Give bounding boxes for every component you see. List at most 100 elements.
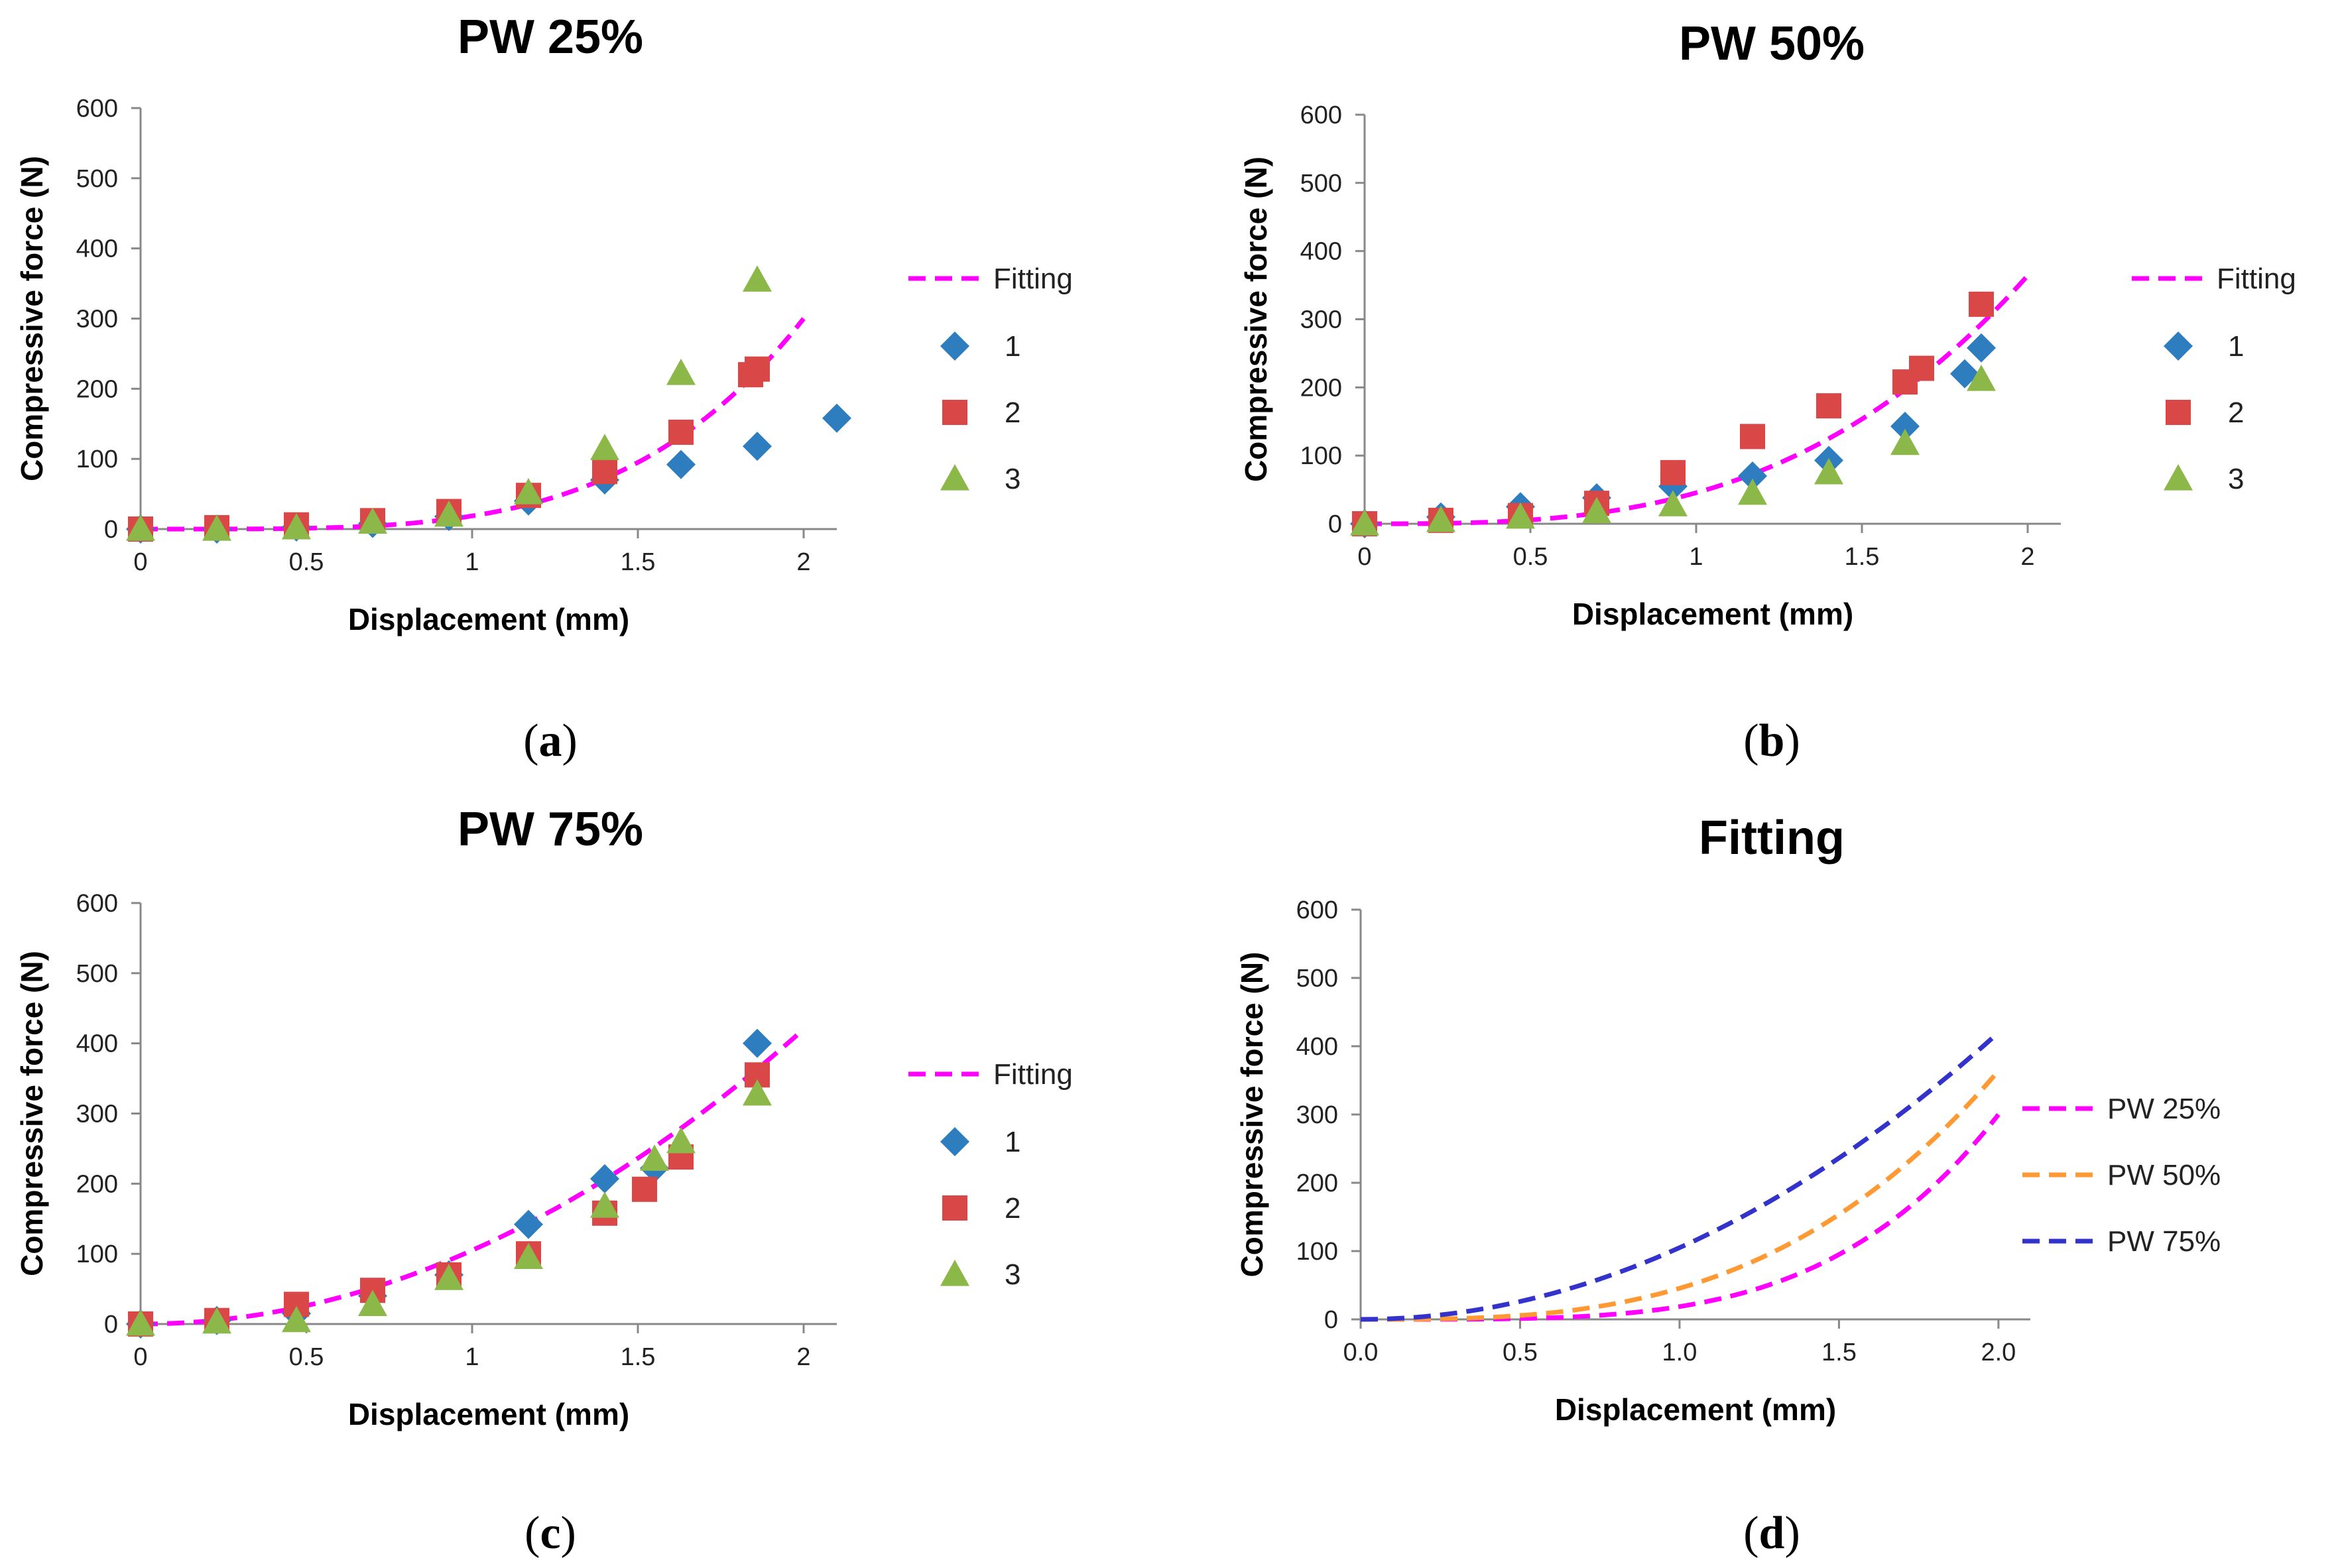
y-tick-label: 500 — [76, 960, 118, 988]
legend-series-1-label: 1 — [1005, 1126, 1020, 1158]
legend-series-1-marker — [2164, 332, 2193, 361]
series-1-point — [1738, 461, 1767, 491]
x-tick-label: 0 — [1357, 543, 1371, 571]
y-tick-label: 400 — [1296, 1033, 1338, 1061]
series-2-point — [632, 1176, 657, 1202]
y-axis-label: Compressive force (N) — [1239, 156, 1273, 482]
series-3-point — [1738, 478, 1767, 505]
series-2-point — [1909, 355, 1934, 381]
series-3-point — [282, 1305, 311, 1333]
series-3-point — [666, 1126, 696, 1154]
series-1-point — [1890, 411, 1920, 441]
legend-series-2-marker — [2166, 400, 2191, 425]
y-axis-label: Compressive force (N) — [15, 951, 49, 1276]
x-tick-label: 1.5 — [621, 548, 656, 576]
x-axis-label: Displacement (mm) — [348, 1397, 629, 1431]
series-3-point — [1350, 509, 1379, 536]
x-tick-label: 1.5 — [621, 1343, 656, 1371]
y-tick-label: 0 — [1324, 1306, 1338, 1334]
legend-series-3-label: 3 — [1005, 463, 1020, 495]
series-3-point — [1967, 364, 1996, 391]
panel-caption: (b) — [1743, 715, 1800, 766]
series-3-point — [202, 1307, 231, 1334]
y-tick-label: 0 — [104, 516, 118, 544]
series-3-point — [282, 513, 311, 540]
legend-series-2-label: 2 — [2228, 396, 2244, 429]
fitting-curve — [1365, 274, 2030, 526]
series-3-point — [1890, 428, 1920, 455]
series-1-point — [1950, 359, 1979, 389]
x-tick-label: 2 — [2020, 543, 2034, 571]
panel-caption-letter: b — [1759, 715, 1785, 766]
legend-series-3-marker — [940, 464, 969, 491]
series-1-point — [1967, 333, 1996, 363]
panel-caption: (c) — [524, 1508, 576, 1559]
panel-b-pw50: PW 50% 0 100 200 300 400 500 600 0 0.5 1 1.5 2 Displa… — [1239, 17, 2296, 766]
series-3-point — [434, 500, 463, 527]
x-tick-label: 2 — [796, 548, 810, 576]
y-tick-label: 300 — [76, 306, 118, 333]
panel-caption: (a) — [523, 715, 578, 766]
panel-c-pw75: PW 75% 0 100 200 300 400 500 600 0 0.5 1 1.5 2 Displa… — [15, 803, 1073, 1559]
x-tick-label: 0.5 — [1513, 543, 1548, 571]
legend-series-3-marker — [2164, 464, 2193, 491]
y-tick-label: 300 — [1300, 306, 1342, 334]
y-tick-label: 0 — [104, 1311, 118, 1339]
panel-caption-letter: d — [1759, 1508, 1785, 1559]
x-tick-label: 0.0 — [1343, 1339, 1379, 1366]
series-3-point — [126, 514, 155, 541]
series-3-point — [358, 1290, 387, 1316]
x-tick-label: 0.5 — [1503, 1339, 1538, 1366]
panel-a-pw25: PW 25% 0 100 200 300 400 500 600 0 0.5 1 1.5 2 Displa… — [15, 11, 1073, 766]
series-2-point — [1740, 424, 1765, 450]
y-tick-label: 100 — [76, 446, 118, 473]
fitting-curve — [140, 1027, 806, 1327]
series-1-point — [590, 1164, 619, 1193]
chart-title: PW 75% — [458, 803, 643, 856]
y-tick-label: 500 — [1296, 965, 1338, 993]
legend-fitting-label: Fitting — [993, 263, 1073, 295]
x-axis-label: Displacement (mm) — [1572, 597, 1853, 631]
series-1-point — [666, 450, 696, 479]
legend-series-3-label: 3 — [2228, 463, 2244, 495]
y-axis-label: Compressive force (N) — [1235, 952, 1269, 1278]
x-axis-label: Displacement (mm) — [1555, 1392, 1836, 1427]
y-tick-label: 100 — [1300, 442, 1342, 470]
chart-title: Fitting — [1699, 812, 1845, 865]
series-2-point — [745, 356, 770, 382]
x-tick-label: 0.5 — [289, 1343, 324, 1371]
series-3-point — [590, 1191, 619, 1218]
series-3-point — [1658, 490, 1688, 516]
x-tick-label: 1.5 — [1821, 1339, 1857, 1366]
fit-line-3 — [1360, 1030, 2001, 1322]
x-axis-label: Displacement (mm) — [348, 602, 629, 636]
y-tick-label: 600 — [1296, 896, 1338, 924]
series-3-point — [1814, 457, 1843, 485]
y-tick-label: 0 — [1328, 511, 1342, 538]
legend-series-2-label: 2 — [1005, 396, 1020, 429]
y-tick-label: 400 — [1300, 238, 1342, 266]
legend-series-1-marker — [940, 332, 969, 361]
chart-title: PW 25% — [458, 11, 643, 64]
legend-line-1-label: PW 25% — [2107, 1093, 2221, 1125]
series-1-point — [743, 1028, 772, 1058]
series-3-point — [640, 1144, 669, 1171]
y-tick-label: 100 — [1296, 1238, 1338, 1266]
y-tick-label: 600 — [1300, 101, 1342, 129]
y-tick-label: 400 — [76, 1030, 118, 1058]
series-2-point — [668, 419, 694, 445]
legend-series-2-marker — [942, 1195, 967, 1221]
x-tick-label: 1 — [465, 548, 479, 576]
y-axis-label: Compressive force (N) — [15, 156, 49, 481]
legend-line-2-label: PW 50% — [2107, 1159, 2221, 1191]
y-tick-label: 200 — [76, 375, 118, 403]
legend-line-3-label: PW 75% — [2107, 1225, 2221, 1258]
x-tick-label: 1.0 — [1662, 1339, 1697, 1366]
series-3-point — [358, 507, 387, 534]
x-tick-label: 0.5 — [289, 548, 324, 576]
series-3-point — [590, 434, 619, 460]
x-tick-label: 1 — [1689, 543, 1703, 571]
panel-caption-letter: c — [540, 1508, 560, 1559]
legend-series-3-marker — [940, 1260, 969, 1286]
